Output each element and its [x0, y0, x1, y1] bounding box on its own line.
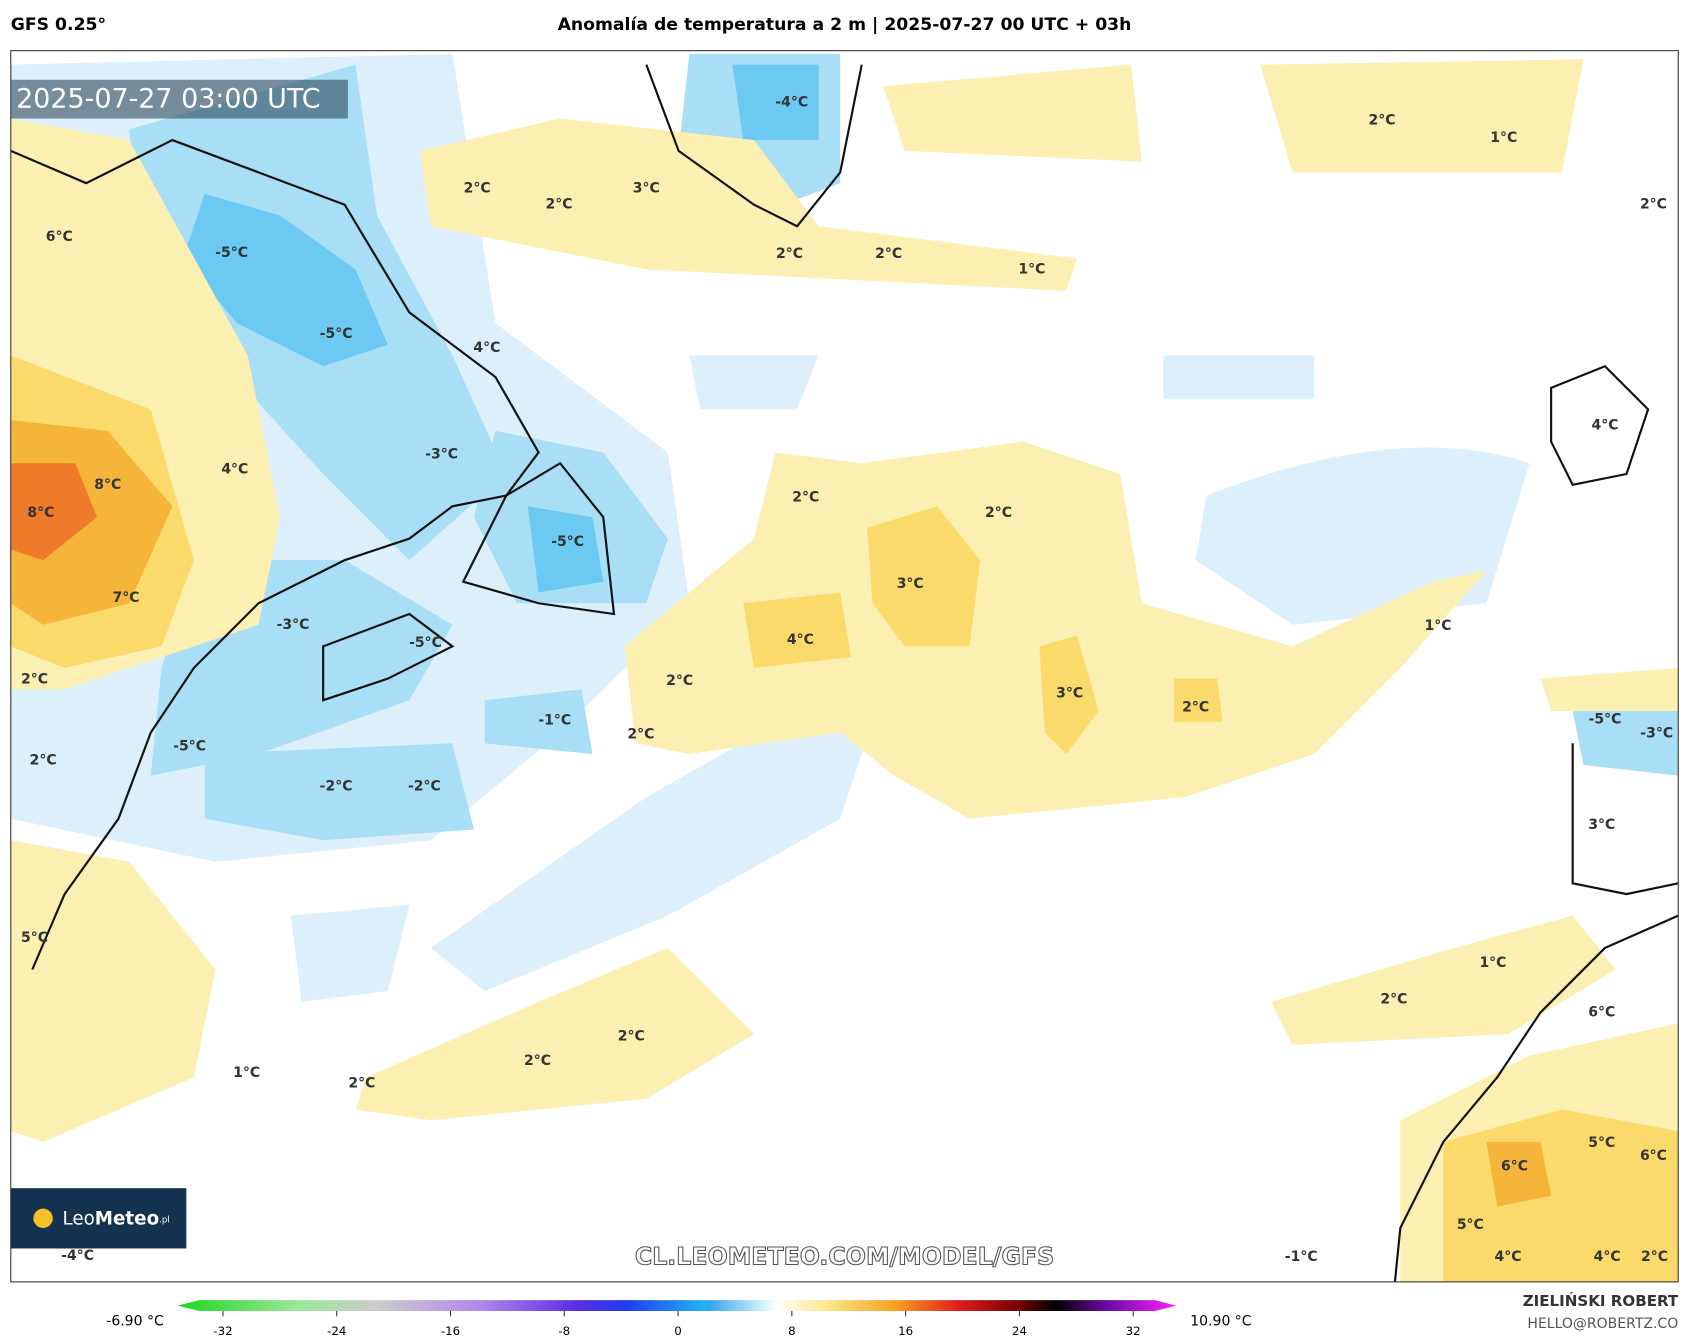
anomaly-label: 1°C: [1490, 130, 1517, 146]
anomaly-label: -5°C: [320, 326, 353, 342]
model-name: GFS 0.25°: [11, 15, 106, 35]
colorbar-tick-label: -32: [213, 1324, 232, 1338]
colorbar-ticks: -32 -24 -16 -8 0 8 16 24 32: [213, 1310, 1141, 1338]
logo-light: Leo: [62, 1208, 94, 1229]
anomaly-label: -5°C: [409, 635, 442, 651]
watermark: CL.LEOMETEO.COM/MODEL/GFS: [635, 1243, 1054, 1271]
anomaly-label: 8°C: [27, 505, 54, 521]
anomaly-label: 2°C: [776, 246, 803, 262]
logo-text: LeoMeteo.pl: [62, 1208, 169, 1229]
anomaly-label: -5°C: [215, 245, 248, 261]
anomaly-label: -1°C: [538, 713, 571, 729]
anomaly-label: 7°C: [113, 590, 140, 606]
colorbar-tick-label: -16: [441, 1324, 460, 1338]
colorbar-tick-label: 0: [674, 1324, 682, 1338]
colorbar-tick-label: 16: [898, 1324, 913, 1338]
anomaly-label: 2°C: [546, 197, 573, 213]
map-frame: [10, 50, 1679, 1283]
anomaly-label: 2°C: [1182, 700, 1209, 716]
map-title: Anomalía de temperatura a 2 m | 2025-07-…: [558, 15, 1132, 35]
colorbar-tick-label: 24: [1012, 1324, 1027, 1338]
anomaly-label: 2°C: [348, 1076, 375, 1092]
anomaly-label: 2°C: [21, 672, 48, 688]
colorbar-tick-label: 32: [1126, 1324, 1141, 1338]
map-area: [10, 50, 1679, 1282]
anomaly-label: 2°C: [1380, 992, 1407, 1008]
colorbar: [177, 1300, 1177, 1311]
anomaly-label: 2°C: [524, 1053, 551, 1069]
logo-sun: [33, 1208, 53, 1229]
anomaly-label: 5°C: [21, 930, 48, 946]
anomaly-label: 5°C: [1457, 1217, 1484, 1233]
anomaly-label: 6°C: [1588, 1005, 1615, 1021]
anomaly-label: 3°C: [633, 181, 660, 197]
anomaly-label: 4°C: [221, 462, 248, 478]
anomaly-label: -1°C: [1285, 1249, 1318, 1265]
colorbar-tick-label: 8: [788, 1324, 796, 1338]
anomaly-label: 3°C: [897, 576, 924, 592]
anomaly-label: 4°C: [1495, 1249, 1522, 1265]
anomaly-label: -2°C: [408, 778, 441, 794]
anomaly-label: 2°C: [1368, 113, 1395, 129]
colorbar-tick-label: -8: [558, 1324, 570, 1338]
anomaly-label: 8°C: [94, 477, 121, 493]
anomaly-label: 5°C: [1588, 1135, 1615, 1151]
anomaly-label: -2°C: [320, 778, 353, 794]
logo-suffix: .pl: [159, 1215, 170, 1225]
anomaly-label: 2°C: [464, 181, 491, 197]
anomaly-label: -4°C: [775, 94, 808, 110]
anomaly-labels: 2°C 2°C 3°C -4°C 2°C 1°C 2°C 6°C -5°C 2°C 2°C 1°C -5…: [21, 94, 1673, 1265]
timestamp: 2025-07-27 03:00 UTC: [16, 84, 320, 115]
anomaly-label: -4°C: [61, 1248, 94, 1264]
colorbar-min: -6.90 °C: [106, 1314, 164, 1330]
anomaly-label: 2°C: [792, 490, 819, 506]
anomaly-label: 3°C: [1588, 817, 1615, 833]
anomaly-label: 1°C: [233, 1065, 260, 1081]
anomaly-label: -3°C: [1640, 726, 1673, 742]
anomaly-label: -3°C: [425, 447, 458, 463]
anomaly-label: 4°C: [787, 632, 814, 648]
anomaly-label: 6°C: [46, 229, 73, 245]
colorbar-max: 10.90 °C: [1190, 1314, 1252, 1330]
anomaly-label: 6°C: [1501, 1159, 1528, 1175]
anomaly-label: -5°C: [551, 534, 584, 550]
anomaly-label: 1°C: [1479, 955, 1506, 971]
anomaly-label: -3°C: [277, 617, 310, 633]
anomaly-label: 2°C: [666, 673, 693, 689]
author-contact: HELLO@ROBERTZ.CO: [1527, 1316, 1678, 1332]
anomaly-label: 4°C: [1591, 418, 1618, 434]
anomaly-label: 2°C: [875, 246, 902, 262]
anomaly-label: -5°C: [173, 739, 206, 755]
anomaly-label: 2°C: [985, 505, 1012, 521]
anomaly-label: 2°C: [1640, 197, 1667, 213]
anomaly-label: 2°C: [618, 1028, 645, 1044]
colorbar-tick-label: -24: [327, 1324, 346, 1338]
logo-bold: Meteo: [95, 1208, 159, 1229]
author-name: ZIELIŃSKI ROBERT: [1523, 1291, 1679, 1310]
anomaly-label: 2°C: [30, 753, 57, 769]
anomaly-label: 2°C: [627, 727, 654, 743]
anomaly-label: 4°C: [1594, 1249, 1621, 1265]
timestamp-box: [10, 79, 348, 119]
anomaly-label: 1°C: [1425, 618, 1452, 634]
anomaly-label: 1°C: [1018, 261, 1045, 277]
anomaly-label: 4°C: [473, 340, 500, 356]
anomaly-label: 3°C: [1056, 686, 1083, 702]
anomaly-label: 2°C: [1641, 1249, 1668, 1265]
anomaly-label: -5°C: [1589, 712, 1622, 728]
anomaly-label: 6°C: [1640, 1148, 1667, 1164]
